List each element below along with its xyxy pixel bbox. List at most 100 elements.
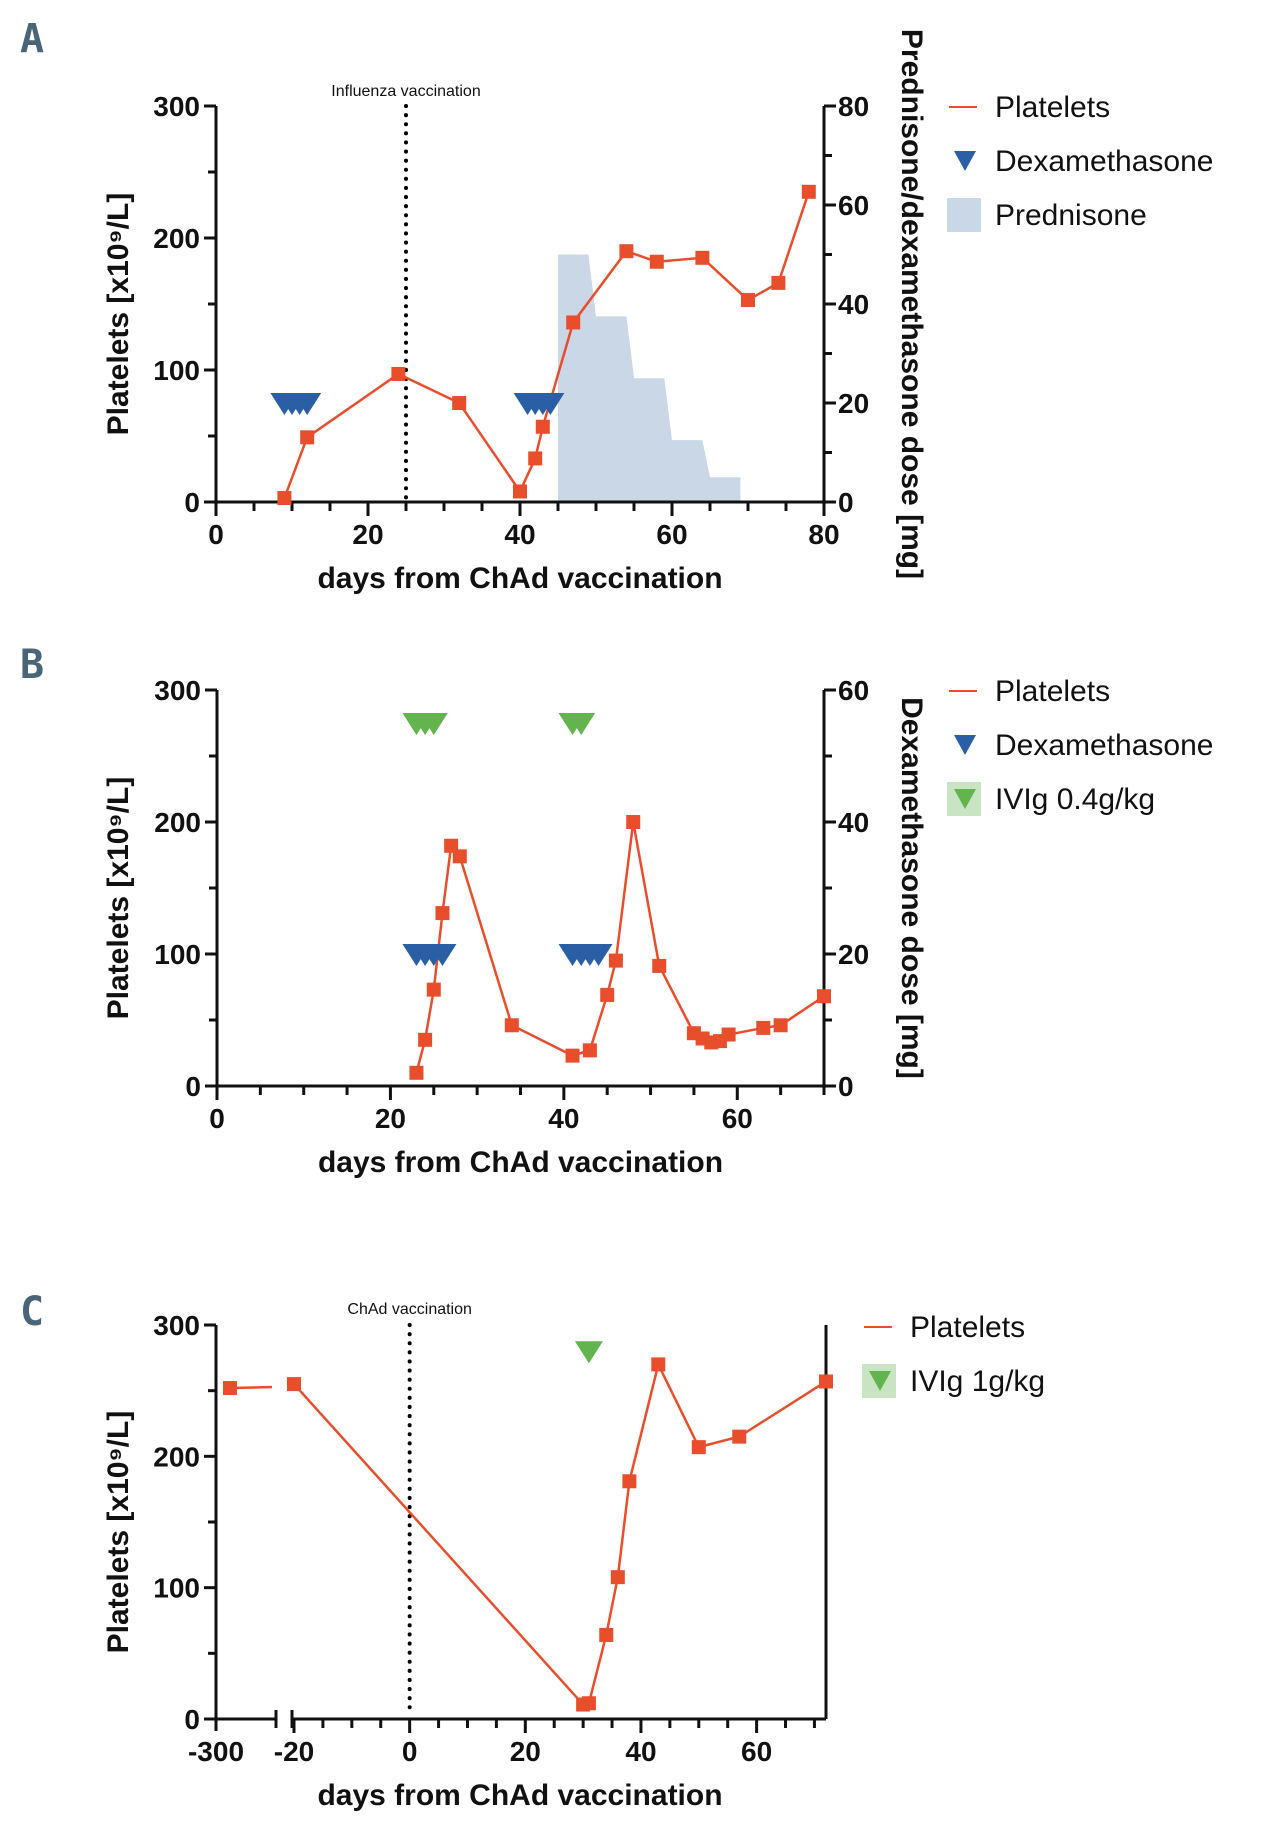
y-tick-label: 200 <box>153 1441 200 1472</box>
y-tick-label: 300 <box>153 91 200 122</box>
legend-label: IVIg 0.4g/kg <box>995 783 1155 816</box>
legend-label: Dexamethasone <box>995 729 1213 762</box>
series-platelets <box>277 184 816 506</box>
platelet-point <box>513 484 527 499</box>
series-dexamethasone <box>402 944 613 966</box>
x-tick-label: -20 <box>274 1736 314 1767</box>
platelet-point <box>582 1043 597 1058</box>
annotation-label: ChAd vaccination <box>347 1301 472 1318</box>
platelet-point <box>626 815 641 829</box>
x-axis-title: days from ChAd vaccination <box>317 562 722 595</box>
y-tick-label: 100 <box>153 1573 200 1604</box>
legend: Platelets IVIg 1g/kg <box>862 1311 1045 1398</box>
series-platelets <box>223 1357 833 1712</box>
x-tick-label: 60 <box>656 519 687 550</box>
legend-triangle-icon <box>869 1371 891 1391</box>
platelet-point <box>277 491 292 506</box>
dexamethasone-marker <box>293 393 322 415</box>
platelets-line <box>293 1360 827 1706</box>
y-axis-title: Platelets [x10⁹/L] <box>102 1411 135 1654</box>
y2-tick-label: 40 <box>838 807 869 838</box>
y-axis-title: Platelets [x10⁹/L] <box>102 777 135 1020</box>
legend-label: IVIg 1g/kg <box>910 1365 1045 1398</box>
y2-axis-title: Dexamethasone dose [mg] <box>895 697 928 1079</box>
x-axis-title: days from ChAd vaccination <box>317 1779 722 1812</box>
platelet-point <box>817 989 831 1004</box>
y-tick-label: 100 <box>153 355 200 386</box>
panel-letter: C <box>20 1289 44 1335</box>
platelet-point <box>695 250 710 265</box>
platelet-point <box>610 1570 625 1585</box>
platelet-point <box>581 1696 596 1711</box>
y2-tick-label: 60 <box>838 190 869 221</box>
platelet-point <box>801 184 816 199</box>
platelet-point <box>300 430 315 445</box>
x-tick-label: 20 <box>375 1103 406 1134</box>
x-tick-label: 60 <box>722 1103 753 1134</box>
platelet-point <box>773 1018 788 1033</box>
platelet-point <box>287 1377 301 1392</box>
legend-triangle-icon <box>954 789 976 809</box>
y-tick-label: 0 <box>184 487 200 518</box>
y-tick-label: 300 <box>153 1310 200 1341</box>
series-ivig <box>574 1341 603 1364</box>
x-tick-label: 0 <box>208 519 224 550</box>
platelet-point <box>652 958 667 973</box>
x-tick-label: 40 <box>548 1103 579 1134</box>
platelet-point <box>452 849 467 864</box>
axes <box>204 104 836 516</box>
prednisone-area <box>558 254 741 502</box>
axes <box>204 1323 828 1733</box>
platelet-point <box>600 987 615 1002</box>
platelet-point <box>426 982 441 997</box>
platelet-point <box>599 1627 614 1642</box>
ivig-marker <box>567 713 596 735</box>
y-tick-label: 200 <box>153 223 200 254</box>
y2-tick-label: 20 <box>838 388 869 419</box>
y2-tick-label: 0 <box>838 1071 854 1102</box>
y2-axis-title: Prednisone/dexamethasone dose [mg] <box>895 29 928 579</box>
platelet-point <box>691 1440 706 1455</box>
platelet-point <box>649 254 664 269</box>
platelet-point <box>223 1381 237 1396</box>
series-ivig <box>402 713 596 735</box>
y2-tick-label: 40 <box>838 289 869 320</box>
platelet-point <box>819 1374 833 1389</box>
x-axis-title: days from ChAd vaccination <box>318 1146 723 1179</box>
ivig-marker <box>574 1341 603 1364</box>
y-tick-label: 300 <box>154 675 201 706</box>
legend-label: Platelets <box>910 1311 1025 1344</box>
platelet-point <box>732 1429 747 1444</box>
platelet-point <box>608 953 623 968</box>
dexamethasone-marker <box>536 393 565 415</box>
legend: Platelets Dexamethasone IVIg 0.4g/kg <box>947 675 1213 816</box>
platelet-point <box>504 1018 519 1033</box>
axes <box>205 688 836 1100</box>
platelets-line <box>415 821 825 1074</box>
y2-tick-label: 20 <box>838 939 869 970</box>
legend-label: Dexamethasone <box>995 145 1213 178</box>
platelet-point <box>651 1357 666 1372</box>
y-tick-label: 0 <box>185 1071 201 1102</box>
y2-tick-label: 80 <box>838 91 869 122</box>
dexamethasone-marker <box>584 944 613 966</box>
panel-letter: A <box>20 16 44 62</box>
y2-tick-label: 0 <box>838 487 854 518</box>
platelet-point <box>391 366 406 381</box>
y-axis-title: Platelets [x10⁹/L] <box>102 193 135 436</box>
x-tick-label: 80 <box>808 519 839 550</box>
legend-label: Platelets <box>995 91 1110 124</box>
platelet-point <box>566 315 581 330</box>
x-tick-label: 60 <box>741 1736 772 1767</box>
platelet-point <box>452 396 467 410</box>
platelet-point <box>721 1027 736 1042</box>
legend-label: Platelets <box>995 675 1110 708</box>
platelet-point <box>535 419 550 434</box>
legend-triangle-icon <box>954 735 976 755</box>
platelet-point <box>741 293 755 308</box>
platelet-point <box>565 1048 580 1063</box>
